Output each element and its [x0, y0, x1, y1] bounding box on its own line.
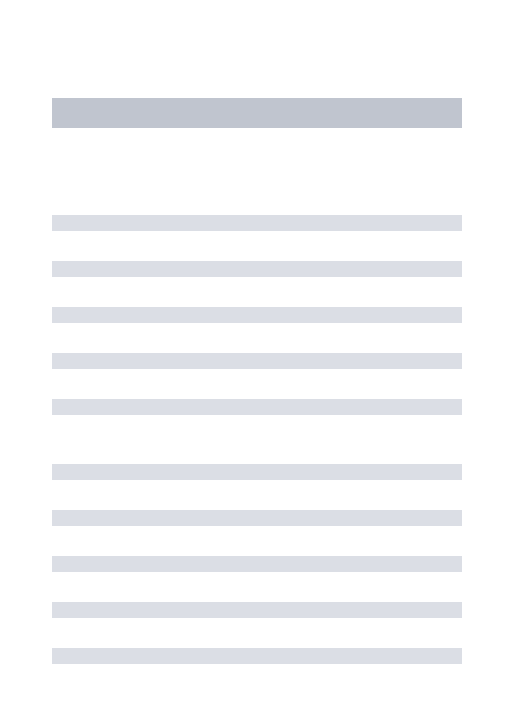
header-placeholder-bar — [52, 98, 462, 128]
paragraph1-line-1 — [52, 215, 462, 231]
paragraph1-line-4 — [52, 353, 462, 369]
paragraph2-line-3 — [52, 556, 462, 572]
paragraph1-line-2 — [52, 261, 462, 277]
paragraph2-line-2 — [52, 510, 462, 526]
paragraph2-line-4 — [52, 602, 462, 618]
paragraph2-line-5 — [52, 648, 462, 664]
paragraph1-line-3 — [52, 307, 462, 323]
paragraph1-line-5 — [52, 399, 462, 415]
paragraph2-line-1 — [52, 464, 462, 480]
